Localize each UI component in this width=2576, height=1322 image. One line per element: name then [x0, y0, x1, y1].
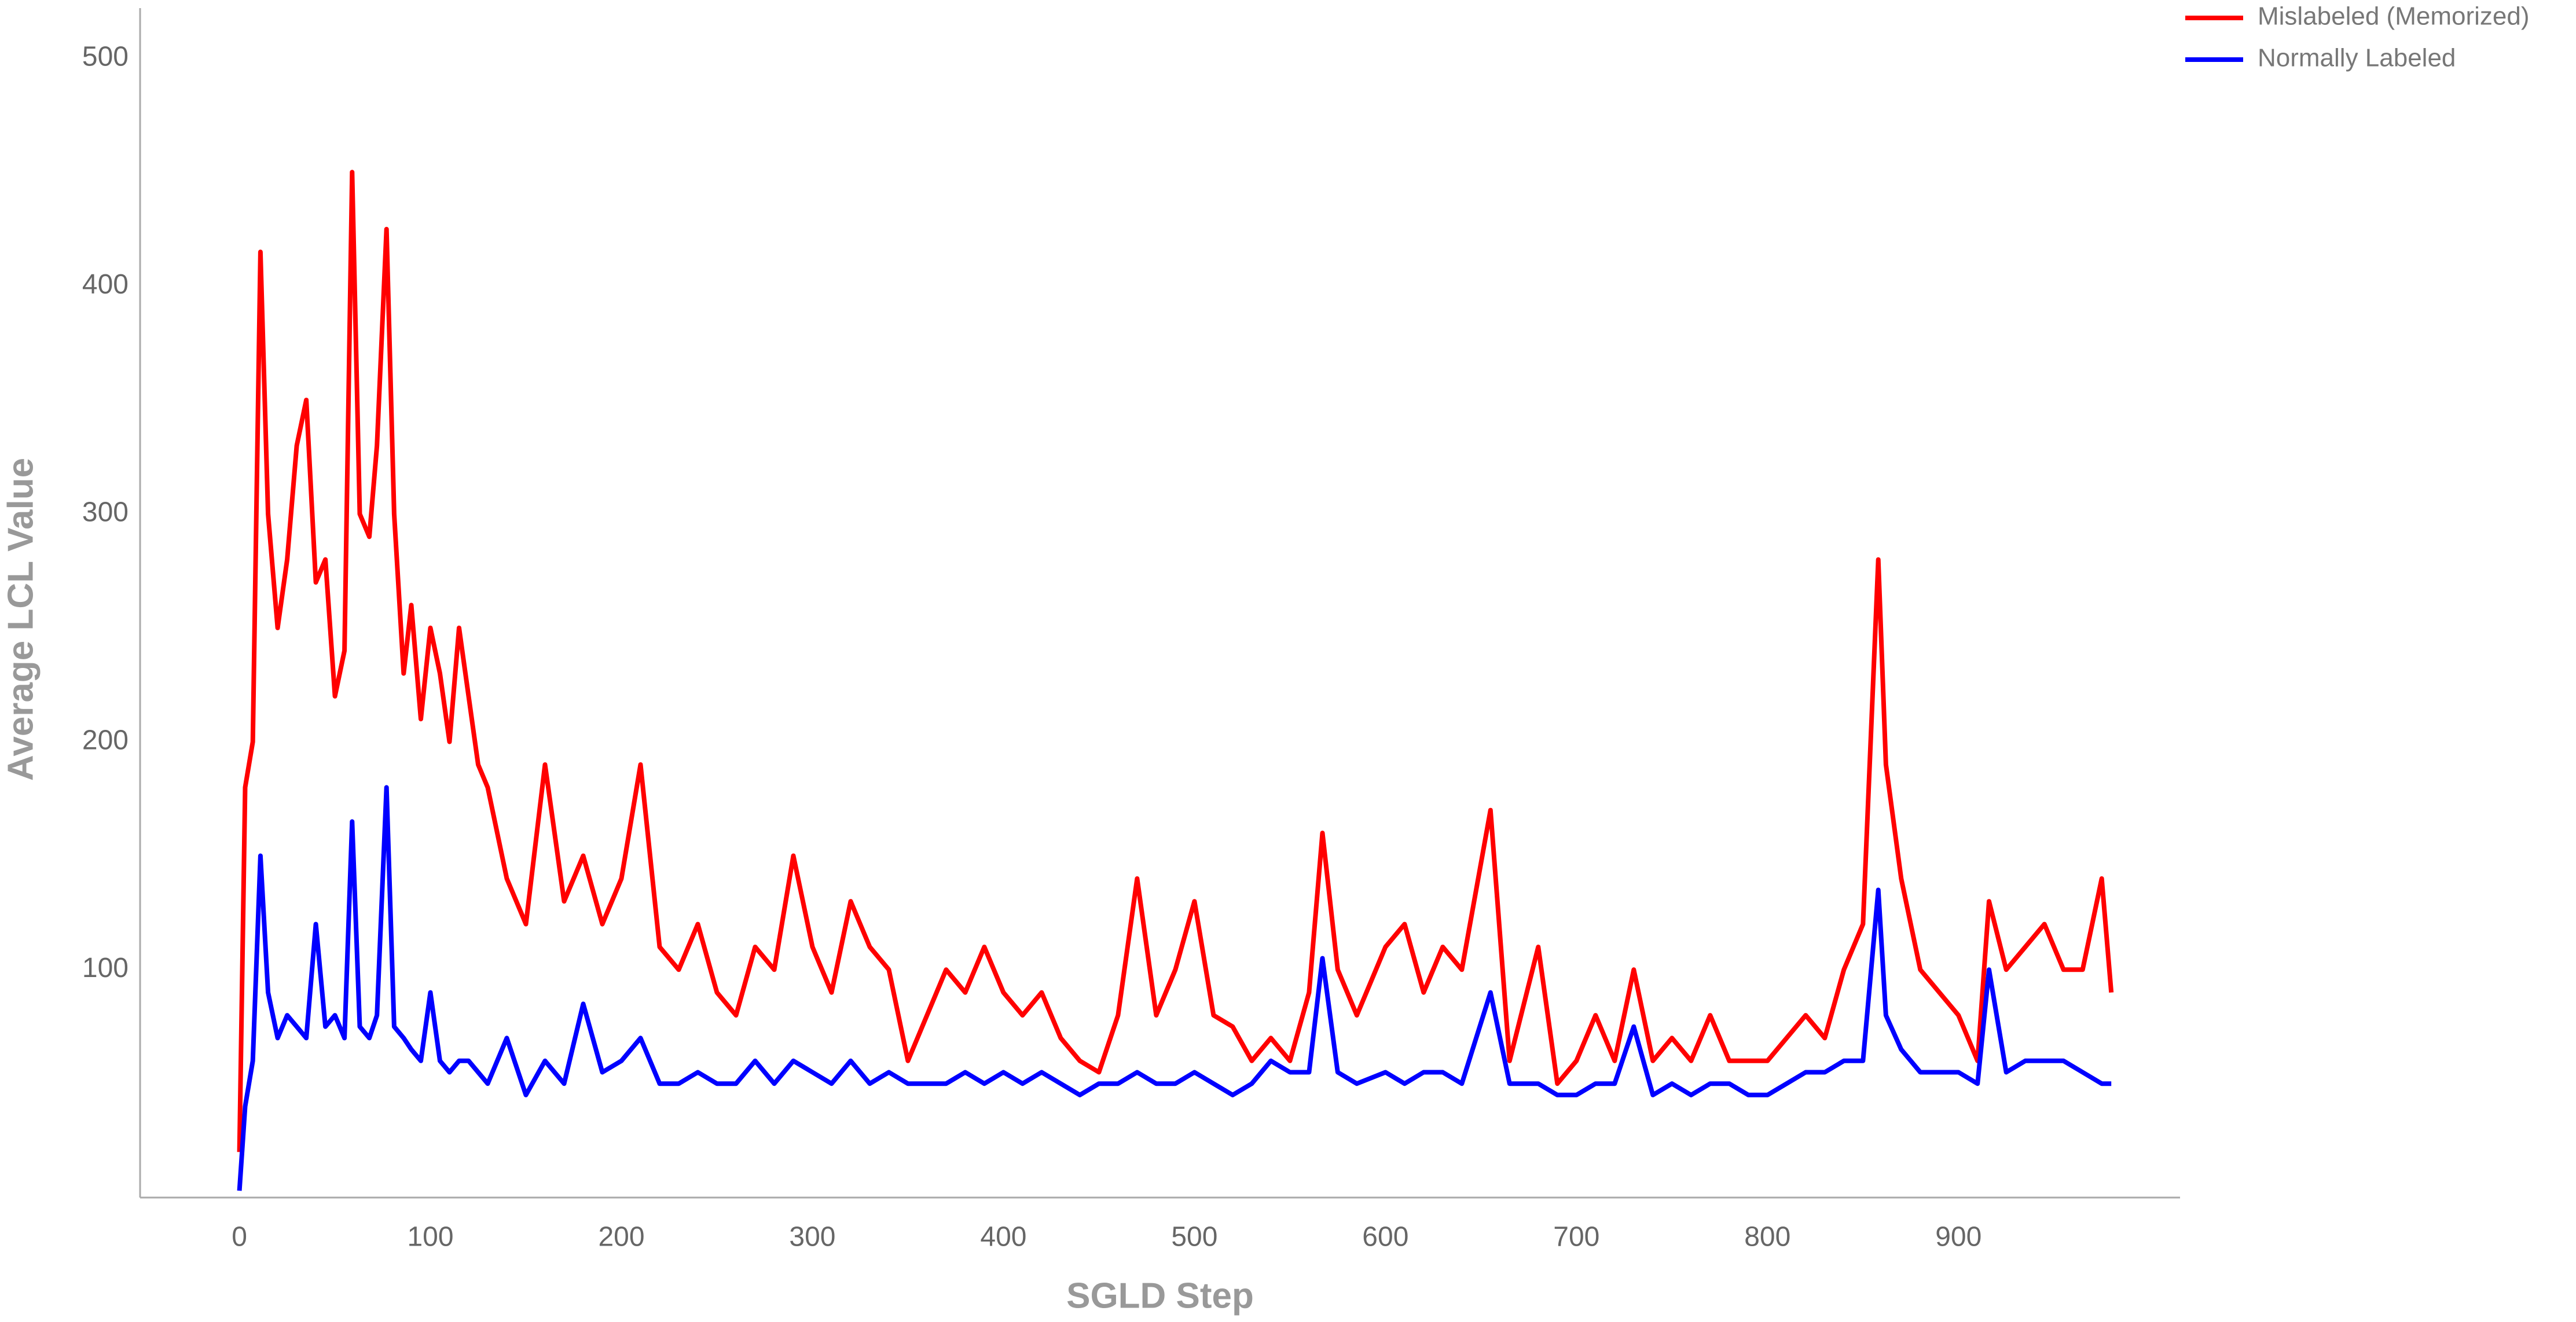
y-tick-label: 200 [82, 725, 129, 755]
data-line [237, 785, 2112, 1191]
x-tick-label: 800 [1744, 1222, 1790, 1253]
x-tick-label: 200 [598, 1222, 644, 1253]
x-tick-label: 900 [1935, 1222, 1981, 1253]
y-tick-label: 400 [82, 269, 129, 300]
x-tick-label: 300 [789, 1222, 835, 1253]
x-tick-label: 100 [407, 1222, 453, 1253]
y-axis-label: Average LCL Value [1, 458, 41, 781]
data-line [237, 170, 2114, 1152]
x-tick-label: 700 [1553, 1222, 1599, 1253]
legend-label: Mislabeled (Memorized) [2258, 2, 2529, 31]
y-tick-label: 300 [82, 497, 129, 528]
x-tick-label: 0 [232, 1222, 247, 1253]
y-tick-label: 100 [82, 953, 129, 983]
x-tick-label: 600 [1362, 1222, 1408, 1253]
x-axis-label: SGLD Step [1066, 1276, 1254, 1316]
legend-label: Normally Labeled [2258, 44, 2456, 72]
x-tick-label: 500 [1171, 1222, 1217, 1253]
y-tick-label: 500 [82, 41, 129, 72]
x-tick-label: 400 [980, 1222, 1026, 1253]
